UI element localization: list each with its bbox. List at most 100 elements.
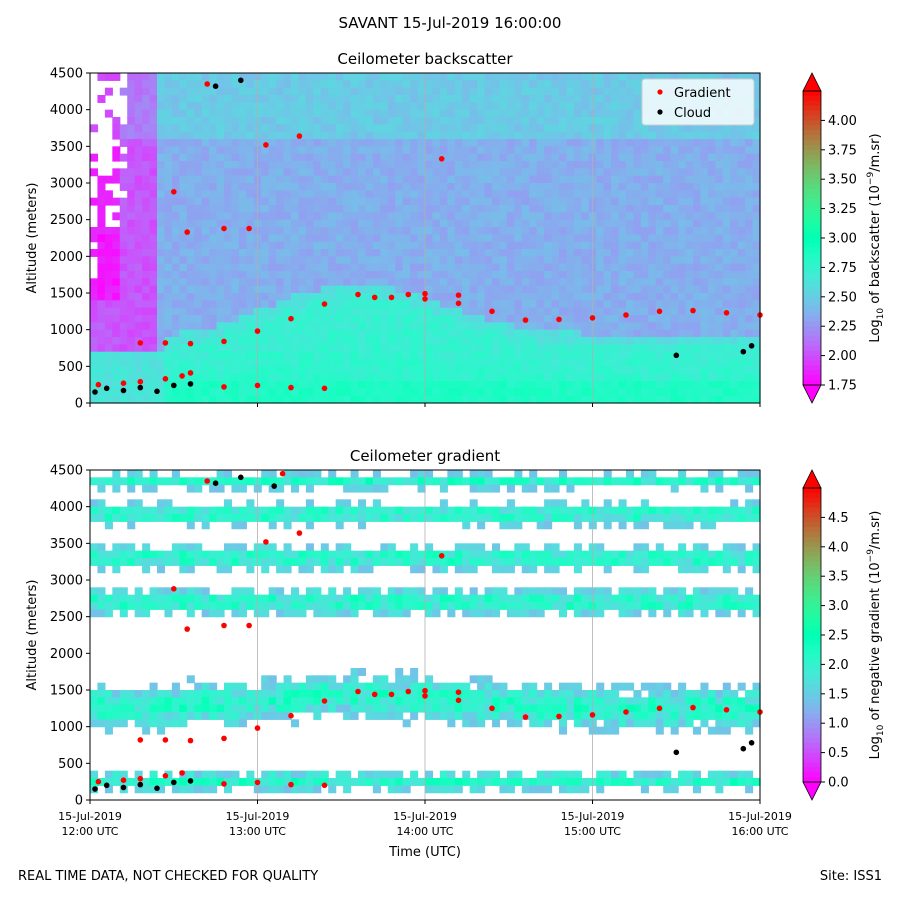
heatmap-cell (663, 329, 672, 338)
heatmap-cell (231, 322, 240, 331)
heatmap-cell (365, 697, 374, 706)
heatmap-cell (551, 109, 560, 118)
heatmap-cell (238, 609, 247, 618)
heatmap-cell (648, 161, 657, 169)
heatmap-cell (335, 506, 344, 515)
heatmap-cell (164, 256, 173, 265)
heatmap-cell (142, 550, 151, 559)
heatmap-cell (447, 373, 456, 382)
heatmap-cell (119, 263, 128, 272)
heatmap-cell (752, 322, 761, 331)
heatmap-cell (112, 307, 121, 316)
gradient-point (288, 384, 294, 391)
heatmap-cell (707, 241, 716, 250)
heatmap-cell (194, 506, 203, 515)
heatmap-cell (663, 227, 672, 235)
heatmap-cell (596, 293, 605, 301)
heatmap-cell (387, 212, 396, 221)
heatmap-cell (492, 87, 501, 96)
heatmap-cell (276, 168, 285, 177)
heatmap-cell (313, 197, 322, 206)
heatmap-cell (201, 550, 210, 559)
heatmap-cell (730, 315, 739, 323)
heatmap-cell (432, 249, 441, 257)
heatmap-cell (469, 146, 478, 155)
heatmap-cell (395, 124, 404, 133)
heatmap-cell (730, 329, 739, 338)
heatmap-cell (529, 293, 538, 301)
heatmap-cell (283, 124, 292, 133)
heatmap-cell (298, 697, 307, 706)
heatmap-cell (603, 73, 612, 81)
heatmap-cell (372, 256, 381, 265)
heatmap-cell (291, 770, 300, 779)
heatmap-cell (521, 366, 530, 375)
heatmap-cell (97, 315, 106, 323)
heatmap-cell (395, 344, 404, 353)
heatmap-cell (283, 73, 292, 81)
legend-marker (657, 89, 663, 95)
heatmap-cell (358, 690, 367, 698)
heatmap-cell (268, 278, 277, 287)
heatmap-cell (722, 153, 731, 162)
heatmap-cell (514, 249, 523, 257)
heatmap-cell (365, 190, 374, 199)
heatmap-cell (157, 183, 166, 191)
heatmap-cell (640, 373, 649, 382)
heatmap-cell (350, 285, 359, 294)
heatmap-cell (559, 241, 568, 250)
heatmap-cell (238, 256, 247, 265)
heatmap-cell (506, 117, 515, 125)
heatmap-cell (715, 388, 724, 397)
heatmap-cell (246, 690, 255, 698)
heatmap-cell (149, 785, 158, 794)
heatmap-cell (678, 344, 687, 353)
heatmap-cell (670, 329, 679, 338)
heatmap-cell (745, 366, 754, 375)
heatmap-cell (320, 322, 329, 331)
heatmap-cell (395, 770, 404, 779)
heatmap-cell (447, 285, 456, 294)
y-tick-label: 0 (75, 397, 83, 412)
heatmap-cell (283, 329, 292, 338)
heatmap-cell (343, 499, 352, 508)
heatmap-cell (261, 249, 270, 257)
colorbar-tick-label: 3.00 (828, 232, 857, 247)
heatmap-cell (566, 227, 575, 235)
heatmap-cell (157, 337, 166, 345)
heatmap-cell (395, 594, 404, 603)
heatmap-cell (209, 770, 218, 779)
heatmap-cell (224, 95, 233, 103)
heatmap-cell (730, 205, 739, 213)
heatmap-cell (477, 175, 486, 184)
heatmap-cell (372, 395, 381, 404)
gradient-point (288, 315, 294, 322)
heatmap-cell (320, 271, 329, 279)
heatmap-cell (596, 337, 605, 345)
heatmap-cell (90, 300, 99, 309)
heatmap-cell (276, 190, 285, 199)
heatmap-cell (224, 558, 233, 566)
heatmap-cell (678, 205, 687, 213)
heatmap-cell (186, 175, 195, 184)
heatmap-cell (685, 278, 694, 287)
heatmap-cell (157, 381, 166, 389)
heatmap-cell (730, 322, 739, 331)
heatmap-cell (343, 712, 352, 720)
heatmap-cell (261, 117, 270, 125)
heatmap-cell (350, 102, 359, 111)
heatmap-cell (291, 682, 300, 691)
heatmap-cell (104, 227, 113, 235)
heatmap-cell (261, 183, 270, 191)
heatmap-cell (685, 131, 694, 140)
heatmap-cell (194, 146, 203, 155)
heatmap-cell (186, 770, 195, 779)
heatmap-cell (432, 190, 441, 199)
heatmap-cell (492, 241, 501, 250)
colorbar-swatch (803, 213, 821, 219)
heatmap-cell (447, 234, 456, 243)
heatmap-cell (194, 117, 203, 125)
heatmap-cell (179, 594, 188, 603)
heatmap-cell (633, 278, 642, 287)
heatmap-cell (335, 359, 344, 367)
